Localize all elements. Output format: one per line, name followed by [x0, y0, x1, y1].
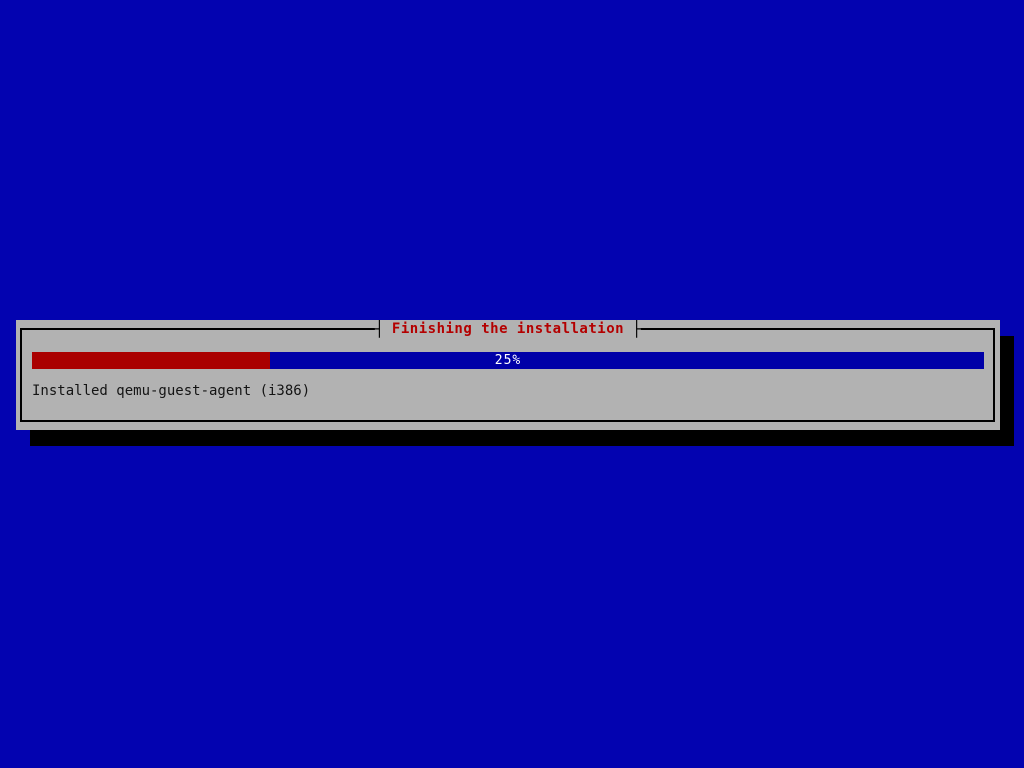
- install-status-text: Installed qemu-guest-agent (i386): [32, 383, 311, 399]
- title-left-connector-icon: ┤: [374, 320, 384, 338]
- progress-fill: [32, 352, 270, 369]
- title-right-connector-icon: ├: [632, 320, 642, 338]
- dialog-title: Finishing the installation: [391, 321, 625, 337]
- dialog-border-frame: [20, 328, 995, 422]
- finishing-installation-dialog: ┤ Finishing the installation ├ 25% Insta…: [16, 320, 1000, 430]
- dialog-title-bar: ┤ Finishing the installation ├: [374, 320, 642, 338]
- progress-percent-label: 25%: [494, 353, 522, 368]
- progress-bar: 25%: [32, 352, 984, 369]
